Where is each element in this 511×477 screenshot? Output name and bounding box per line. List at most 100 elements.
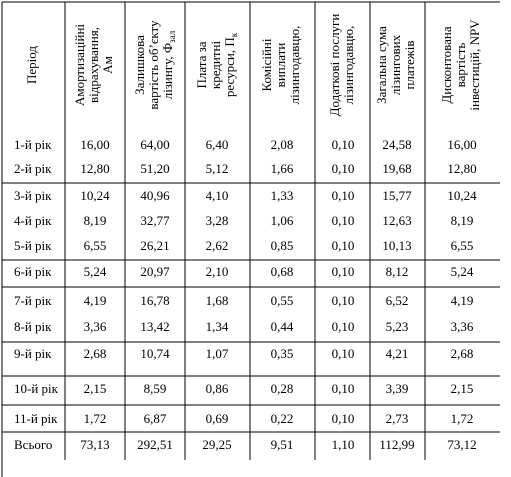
cell: 9,51 (271, 437, 294, 452)
header-text: Плата за (194, 41, 209, 88)
header-text: ресурси, П (222, 37, 237, 97)
cell: 6,55 (84, 238, 107, 253)
cell: 0,35 (271, 346, 294, 361)
cell: 3,39 (386, 381, 409, 396)
cell: 0,22 (271, 411, 294, 426)
cell: 1,72 (451, 411, 474, 426)
cell: 4,10 (206, 188, 229, 203)
cell: 1,07 (206, 346, 229, 361)
cell: 0,10 (332, 293, 355, 308)
cell: 64,00 (140, 137, 169, 152)
cell: 32,77 (140, 213, 170, 228)
cell: 73,12 (447, 437, 476, 452)
cell: 19,68 (382, 161, 411, 176)
cell: 0,85 (271, 238, 294, 253)
header-sub: зал (167, 30, 177, 43)
cell: 2,68 (451, 346, 474, 361)
cell: 6,55 (451, 238, 474, 253)
cell: 3,28 (206, 213, 229, 228)
header-text: Дисконтована (439, 26, 454, 103)
cell: 6,52 (386, 293, 409, 308)
header-text: Період (24, 46, 39, 84)
cell: 0,10 (332, 411, 355, 426)
cell: 0,10 (332, 264, 355, 279)
cell: 112,99 (379, 437, 414, 452)
cell: 1,66 (271, 161, 294, 176)
row-label: 7-й рік (14, 293, 52, 308)
cell: 1,10 (332, 437, 355, 452)
cell: 0,10 (332, 137, 355, 152)
row-label: 4-й рік (14, 213, 52, 228)
cell: 0,86 (206, 381, 229, 396)
cell: 16,00 (447, 137, 476, 152)
cell: 8,19 (84, 213, 107, 228)
cell: 12,80 (447, 161, 476, 176)
header-text: лізингових (388, 34, 403, 95)
cell: 26,21 (140, 238, 169, 253)
cell: 0,69 (206, 411, 229, 426)
cell: 0,44 (271, 319, 294, 334)
row-label: 1-й рік (14, 137, 52, 152)
row-label: 9-й рік (14, 346, 52, 361)
cell: 73,13 (80, 437, 109, 452)
header-text: інвестицій, NPV (467, 19, 482, 111)
cell: 10,74 (140, 346, 170, 361)
cell: 1,68 (206, 293, 229, 308)
cell: 1,33 (271, 188, 294, 203)
row-label: 8-й рік (14, 319, 52, 334)
cell: 2,73 (386, 411, 409, 426)
cell: 5,24 (451, 264, 474, 279)
cell: 0,10 (332, 161, 355, 176)
cell: 16,78 (140, 293, 169, 308)
header-sub: к (229, 32, 239, 37)
cell: 5,23 (386, 319, 409, 334)
cell: 292,51 (137, 437, 173, 452)
cell: 12,63 (382, 213, 411, 228)
header-text: Додаткові послуги (327, 14, 342, 117)
cell: 10,13 (382, 238, 411, 253)
cell: 0,28 (271, 381, 294, 396)
header-text: Залишкова (132, 35, 147, 95)
row-label: 3-й рік (14, 188, 52, 203)
cell: 40,96 (140, 188, 170, 203)
header-text: Комісійні (259, 38, 274, 91)
cell: 8,19 (451, 213, 474, 228)
cell: 2,15 (451, 381, 474, 396)
cell: 51,20 (140, 161, 169, 176)
cell: 3,36 (84, 319, 107, 334)
header-text: вартість об’єкту (146, 20, 161, 110)
header-text: лізингу, Ф (160, 43, 175, 99)
cell: 6,87 (144, 411, 167, 426)
row-label: Всього (14, 437, 52, 452)
cell: 1,34 (206, 319, 229, 334)
cell: 0,10 (332, 188, 355, 203)
cell: 16,00 (80, 137, 109, 152)
cell: 8,59 (144, 381, 167, 396)
header-text: лізингодавцю, (287, 26, 302, 105)
row-label: 6-й рік (14, 264, 52, 279)
cell: 20,97 (140, 264, 170, 279)
cell: 1,06 (271, 213, 294, 228)
cell: 0,10 (332, 319, 355, 334)
cell: 0,10 (332, 238, 355, 253)
cell: 0,10 (332, 346, 355, 361)
header-text: виплати (273, 43, 288, 88)
cell: 1,72 (84, 411, 107, 426)
header-text: лізингодавцю, (341, 26, 356, 105)
cell: 10,24 (447, 188, 477, 203)
cell: 12,80 (80, 161, 109, 176)
header-text: Загальна сума (374, 26, 389, 104)
cell: 15,77 (382, 188, 412, 203)
cell: 24,58 (382, 137, 411, 152)
cell: 10,24 (80, 188, 110, 203)
cell: 2,08 (271, 137, 294, 152)
cell: 2,15 (84, 381, 107, 396)
cell: 6,40 (206, 137, 229, 152)
row-label: 5-й рік (14, 238, 52, 253)
header-text: відрахування, (86, 27, 101, 103)
cell: 8,12 (386, 264, 409, 279)
cell: 13,42 (140, 319, 169, 334)
cell: 4,19 (451, 293, 474, 308)
header-text: лізингу, Фзал (160, 30, 177, 99)
